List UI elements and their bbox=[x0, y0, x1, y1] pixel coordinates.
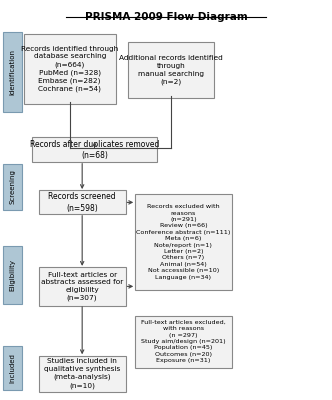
FancyBboxPatch shape bbox=[24, 34, 116, 104]
FancyBboxPatch shape bbox=[3, 32, 22, 112]
Text: Records excluded with
reasons
(n=291)
Review (n=66)
Conference abstract (n=111)
: Records excluded with reasons (n=291) Re… bbox=[136, 204, 231, 280]
Text: Full-text articles or
abstracts assessed for
eligibility
(n=307): Full-text articles or abstracts assessed… bbox=[41, 272, 123, 301]
Text: Studies included in
qualitative synthesis
(meta-analysis)
(n=10): Studies included in qualitative synthesi… bbox=[44, 358, 120, 389]
FancyBboxPatch shape bbox=[128, 42, 214, 98]
FancyBboxPatch shape bbox=[3, 246, 22, 304]
FancyBboxPatch shape bbox=[3, 346, 22, 390]
FancyBboxPatch shape bbox=[39, 356, 126, 392]
Text: Records screened
(n=598): Records screened (n=598) bbox=[48, 192, 116, 213]
FancyBboxPatch shape bbox=[3, 164, 22, 210]
FancyBboxPatch shape bbox=[39, 267, 126, 306]
Text: Screening: Screening bbox=[9, 170, 16, 204]
Text: Identification: Identification bbox=[9, 49, 16, 95]
FancyBboxPatch shape bbox=[32, 137, 157, 162]
Text: Records after duplicates removed
(n=68): Records after duplicates removed (n=68) bbox=[30, 140, 159, 160]
Text: PRISMA 2009 Flow Diagram: PRISMA 2009 Flow Diagram bbox=[85, 12, 247, 22]
Text: Records identified through
database searching
(n=664)
PubMed (n=328)
Embase (n=2: Records identified through database sear… bbox=[21, 46, 118, 92]
Text: Full-text articles excluded,
with reasons
(n =297)
Study aim/design (n=201)
Popu: Full-text articles excluded, with reason… bbox=[141, 320, 226, 363]
Text: Included: Included bbox=[9, 353, 16, 383]
FancyBboxPatch shape bbox=[39, 190, 126, 214]
Text: Eligibility: Eligibility bbox=[9, 259, 16, 291]
FancyBboxPatch shape bbox=[135, 316, 232, 368]
FancyBboxPatch shape bbox=[135, 194, 232, 290]
Text: Additional records identified
through
manual searching
(n=2): Additional records identified through ma… bbox=[119, 55, 223, 85]
